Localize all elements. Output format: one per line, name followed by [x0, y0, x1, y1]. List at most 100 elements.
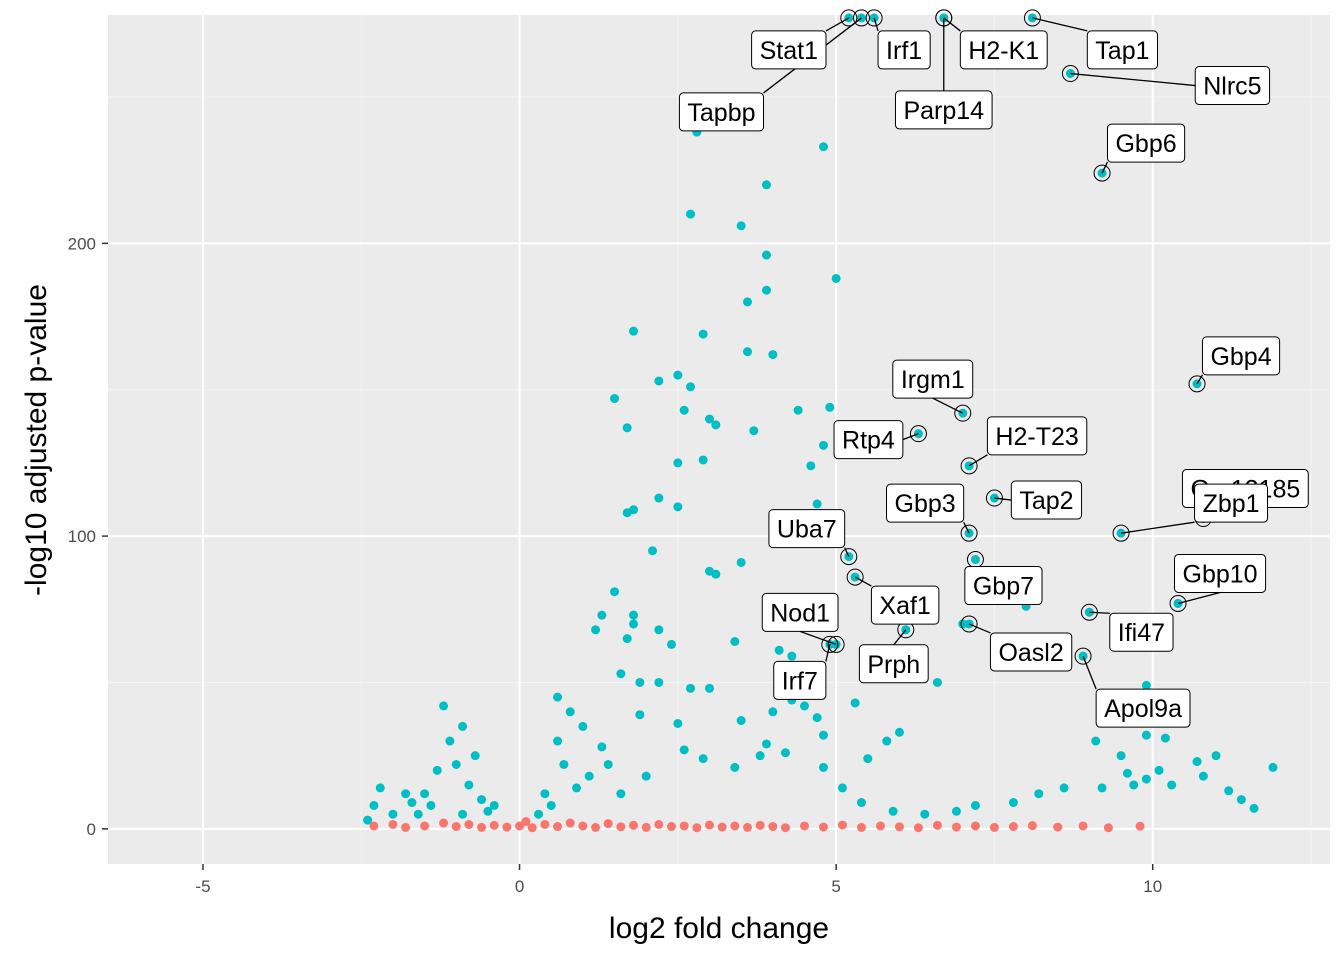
data-point — [559, 759, 569, 769]
data-point — [375, 783, 385, 793]
data-point — [831, 273, 841, 283]
data-point — [705, 414, 715, 424]
data-point — [768, 707, 778, 717]
label-connector — [1120, 521, 1195, 534]
data-point — [629, 619, 639, 629]
data-point — [1008, 822, 1018, 832]
data-point — [1034, 789, 1044, 799]
data-point — [616, 669, 626, 679]
gene-label-text: Zbp1 — [1203, 490, 1260, 518]
label-connector — [873, 17, 879, 32]
gene-label: Gbp4 — [1201, 336, 1281, 376]
data-point — [894, 822, 904, 832]
y-tick-label: 100 — [68, 527, 96, 546]
data-point — [565, 707, 575, 717]
gene-label-box — [877, 30, 931, 70]
data-point — [1154, 765, 1164, 775]
data-point — [1008, 798, 1018, 808]
data-point — [540, 789, 550, 799]
gene-label-text: Parp14 — [903, 97, 984, 125]
data-point — [1192, 757, 1202, 767]
gene-label: Nlrc5 — [1194, 66, 1271, 106]
gene-label-box — [1086, 30, 1159, 70]
data-point — [629, 820, 639, 830]
data-point — [711, 569, 721, 579]
label-connector — [1082, 655, 1097, 690]
gene-label-box — [1201, 336, 1281, 376]
data-point — [837, 820, 847, 830]
label-connector — [902, 433, 919, 441]
gene-label-text: Tap1 — [1095, 37, 1149, 65]
highlight-ring — [840, 9, 858, 27]
x-tick-label: 10 — [1143, 877, 1162, 896]
data-point — [1053, 822, 1063, 832]
gene-label: Rtp4 — [833, 420, 904, 460]
data-point — [477, 822, 487, 832]
label-connector-lines — [763, 17, 1246, 690]
label-connector — [994, 497, 1012, 501]
label-connector — [799, 630, 837, 646]
data-point — [717, 822, 727, 832]
data-point — [451, 759, 461, 769]
data-point — [553, 736, 563, 746]
highlight-ring — [954, 404, 972, 422]
data-point — [730, 637, 740, 647]
data-point — [825, 402, 835, 412]
data-point — [534, 809, 544, 819]
data-point — [654, 677, 664, 687]
gene-label: Tap2 — [1010, 480, 1083, 520]
data-point — [502, 822, 512, 832]
gene-label-box — [1174, 553, 1267, 593]
data-point — [850, 698, 860, 708]
x-tick-label: 5 — [831, 877, 840, 896]
data-point — [686, 382, 696, 392]
data-point — [458, 809, 468, 819]
data-point — [654, 625, 664, 635]
y-axis-title: -log10 adjusted p-value — [20, 284, 53, 596]
data-point — [597, 742, 607, 752]
data-point — [470, 751, 480, 761]
data-point — [553, 692, 563, 702]
data-point — [761, 739, 771, 749]
gene-label-text: Gbp4 — [1210, 343, 1271, 371]
gene-label-text: Prph — [867, 651, 920, 679]
data-point — [584, 771, 594, 781]
data-point — [420, 789, 430, 799]
label-connector — [893, 629, 907, 646]
data-point — [673, 458, 683, 468]
data-point — [970, 821, 980, 831]
data-point — [793, 405, 803, 415]
gene-label: Irgm1 — [892, 359, 974, 399]
data-point — [686, 683, 696, 693]
data-point — [426, 800, 436, 810]
data-point — [856, 822, 866, 832]
gene-label: H2-T23 — [986, 416, 1088, 456]
gene-label-text: Oasl2 — [998, 639, 1063, 667]
data-point — [686, 209, 696, 219]
gene-label-box — [870, 585, 940, 625]
gene-label: Stat1 — [751, 30, 827, 70]
data-point — [635, 677, 645, 687]
y-axis-ticks: 0 100 200 — [68, 234, 108, 839]
data-point — [1122, 768, 1132, 778]
gene-label-box — [858, 644, 929, 684]
gene-label-text: Gbp10 — [1183, 560, 1258, 588]
gene-label-text: Irf7 — [782, 667, 818, 695]
data-point — [958, 619, 968, 629]
data-point — [1097, 783, 1107, 793]
data-point — [578, 821, 588, 831]
data-point — [818, 730, 828, 740]
data-point — [1268, 762, 1278, 772]
data-point — [369, 800, 379, 810]
gene-label-text: Irgm1 — [901, 366, 965, 394]
data-point — [388, 809, 398, 819]
gene-label-text: H2-T23 — [995, 423, 1078, 451]
gene-label-box — [886, 483, 965, 523]
gene-label-box — [833, 420, 904, 460]
data-point — [451, 822, 461, 832]
data-point — [1129, 780, 1139, 790]
data-point — [1236, 795, 1246, 805]
data-point — [970, 800, 980, 810]
data-point — [1103, 823, 1113, 833]
data-point — [812, 499, 822, 509]
